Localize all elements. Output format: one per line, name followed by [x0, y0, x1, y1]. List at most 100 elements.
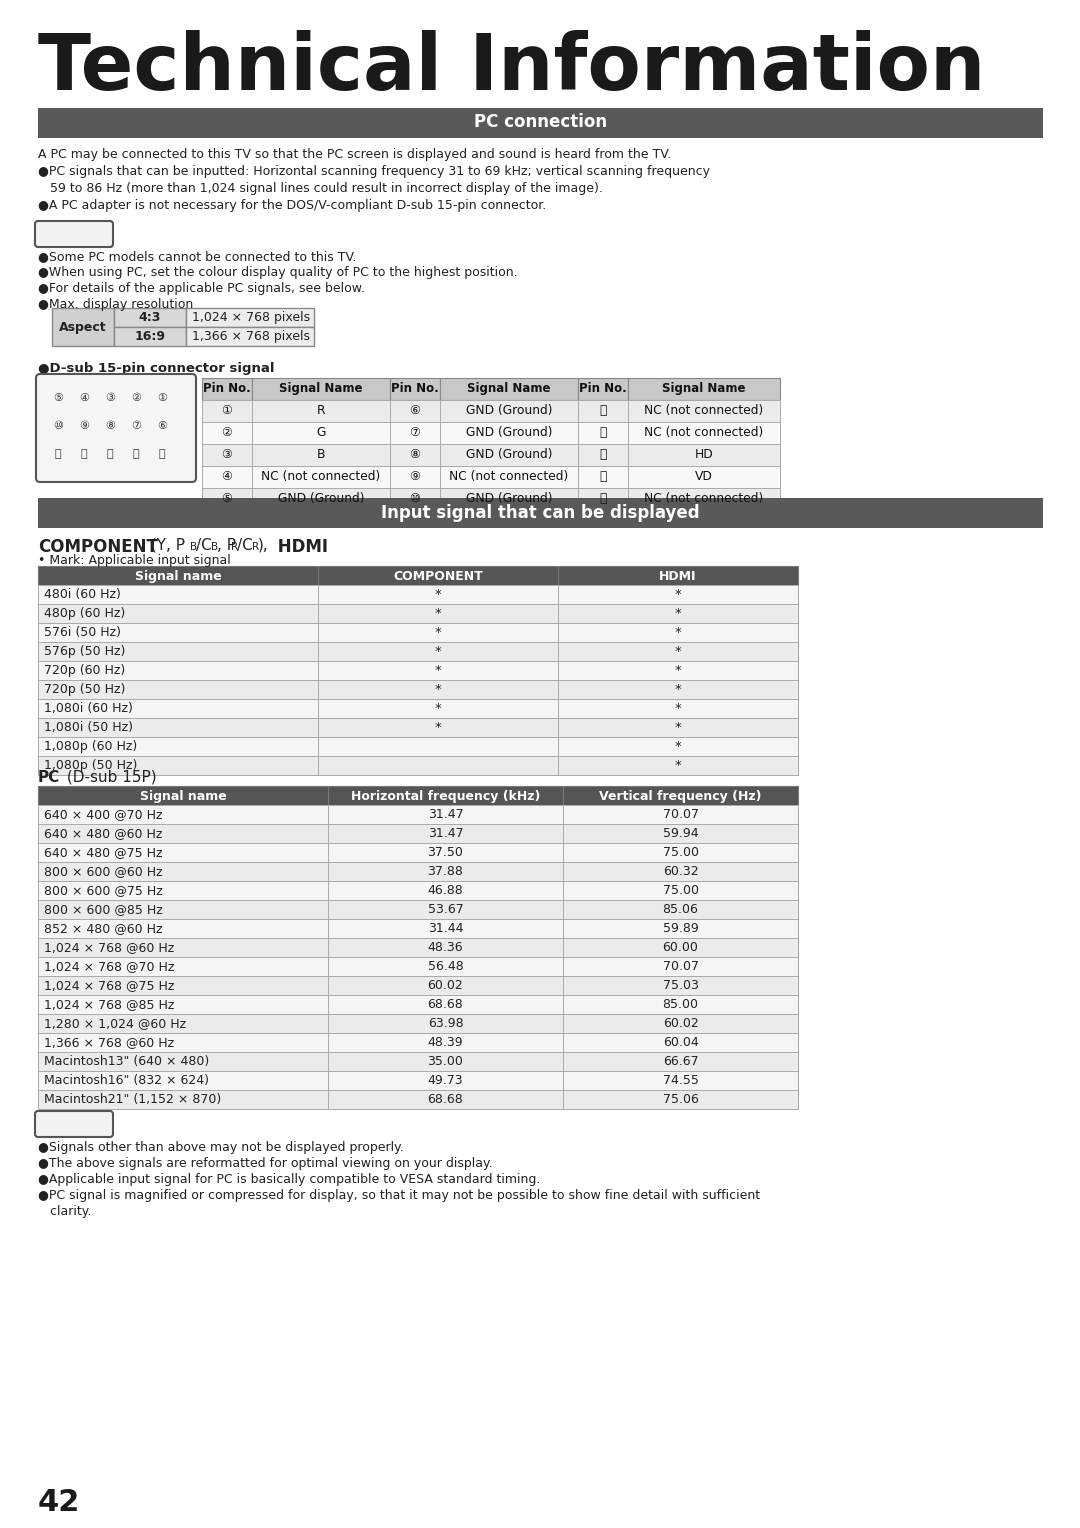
Text: ④: ④: [221, 471, 232, 483]
Bar: [202, 445, 252, 466]
Bar: [328, 938, 563, 957]
Text: R: R: [252, 542, 259, 552]
Text: NC (not connected): NC (not connected): [261, 471, 380, 483]
Bar: [38, 1071, 328, 1089]
Text: ⑭: ⑭: [81, 449, 87, 458]
Text: Pin No.: Pin No.: [203, 382, 251, 396]
Text: 70.07: 70.07: [662, 808, 699, 821]
Bar: [390, 400, 440, 422]
Text: NC (not connected): NC (not connected): [645, 492, 764, 504]
Text: ⑥: ⑥: [409, 403, 420, 417]
Text: ●PC signals that can be inputted: Horizontal scanning frequency 31 to 69 kHz; ve: ●PC signals that can be inputted: Horizo…: [38, 165, 710, 177]
Bar: [558, 585, 798, 604]
Bar: [578, 445, 627, 466]
Text: *: *: [434, 607, 442, 620]
Text: Signal Name: Signal Name: [468, 382, 551, 396]
Text: 1,366 × 768 @60 Hz: 1,366 × 768 @60 Hz: [44, 1036, 174, 1050]
Text: ●When using PC, set the colour display quality of PC to the highest position.: ●When using PC, set the colour display q…: [38, 266, 517, 280]
Text: 85.06: 85.06: [662, 903, 699, 915]
Text: NC (not connected): NC (not connected): [645, 426, 764, 439]
Text: 31.47: 31.47: [428, 808, 463, 821]
Bar: [38, 1033, 328, 1051]
Bar: [38, 565, 318, 585]
Text: Note: Note: [55, 228, 93, 241]
Text: *: *: [434, 645, 442, 659]
Text: HD: HD: [694, 448, 714, 461]
Text: 59.94: 59.94: [663, 827, 699, 840]
Bar: [318, 756, 558, 775]
Text: 4:3: 4:3: [139, 312, 161, 324]
Bar: [440, 445, 578, 466]
Bar: [202, 466, 252, 487]
Bar: [252, 487, 390, 510]
Text: ⑦: ⑦: [131, 422, 141, 431]
Bar: [38, 957, 328, 976]
Text: 46.88: 46.88: [428, 885, 463, 897]
Text: ⑮: ⑮: [599, 492, 607, 504]
Bar: [318, 736, 558, 756]
Text: Horizontal frequency (kHz): Horizontal frequency (kHz): [351, 790, 540, 804]
Bar: [318, 680, 558, 698]
Text: ●Signals other than above may not be displayed properly.: ●Signals other than above may not be dis…: [38, 1141, 404, 1154]
Bar: [114, 327, 186, 345]
Text: /C: /C: [237, 538, 253, 553]
Text: Vertical frequency (Hz): Vertical frequency (Hz): [599, 790, 761, 804]
Text: 1,080i (50 Hz): 1,080i (50 Hz): [44, 721, 133, 733]
Text: 852 × 480 @60 Hz: 852 × 480 @60 Hz: [44, 921, 162, 935]
Text: ⑩: ⑩: [409, 492, 420, 504]
Text: *: *: [434, 721, 442, 733]
Bar: [627, 377, 780, 400]
Bar: [328, 918, 563, 938]
Bar: [578, 422, 627, 445]
Bar: [38, 918, 328, 938]
Bar: [390, 466, 440, 487]
Bar: [38, 995, 328, 1015]
Text: *: *: [675, 607, 681, 620]
Text: 60.04: 60.04: [663, 1036, 699, 1050]
Text: 16:9: 16:9: [135, 330, 165, 342]
Bar: [202, 377, 252, 400]
Bar: [38, 1051, 328, 1071]
Bar: [38, 680, 318, 698]
Text: GND (Ground): GND (Ground): [465, 426, 552, 439]
Bar: [563, 995, 798, 1015]
Text: 70.07: 70.07: [662, 960, 699, 973]
Text: *: *: [675, 721, 681, 733]
Text: *: *: [675, 626, 681, 639]
Text: 60.02: 60.02: [428, 979, 463, 992]
Text: 480i (60 Hz): 480i (60 Hz): [44, 588, 121, 601]
Text: 640 × 480 @75 Hz: 640 × 480 @75 Hz: [44, 847, 162, 859]
Bar: [38, 698, 318, 718]
Bar: [318, 662, 558, 680]
Bar: [390, 377, 440, 400]
Bar: [328, 862, 563, 882]
Bar: [38, 1015, 328, 1033]
Text: 31.47: 31.47: [428, 827, 463, 840]
Text: 1,280 × 1,024 @60 Hz: 1,280 × 1,024 @60 Hz: [44, 1018, 186, 1030]
Bar: [563, 1071, 798, 1089]
Bar: [38, 862, 328, 882]
Text: ③: ③: [105, 393, 114, 403]
Bar: [563, 824, 798, 843]
Text: Macintosh13" (640 × 480): Macintosh13" (640 × 480): [44, 1054, 210, 1068]
Text: 1,080p (50 Hz): 1,080p (50 Hz): [44, 759, 137, 772]
Text: GND (Ground): GND (Ground): [465, 403, 552, 417]
Bar: [38, 843, 328, 862]
Bar: [328, 976, 563, 995]
Bar: [627, 445, 780, 466]
Text: 60.32: 60.32: [663, 865, 699, 879]
Bar: [558, 756, 798, 775]
Text: ⑦: ⑦: [409, 426, 420, 439]
Bar: [186, 309, 314, 327]
Bar: [558, 736, 798, 756]
Text: ④: ④: [79, 393, 89, 403]
Text: ⑬: ⑬: [599, 448, 607, 461]
Text: ①: ①: [221, 403, 232, 417]
Text: 1,080p (60 Hz): 1,080p (60 Hz): [44, 740, 137, 753]
Text: Note: Note: [55, 1117, 93, 1131]
Text: *: *: [675, 701, 681, 715]
Bar: [328, 805, 563, 824]
Bar: [578, 487, 627, 510]
Text: 68.68: 68.68: [428, 1093, 463, 1106]
Text: ⑧: ⑧: [409, 448, 420, 461]
